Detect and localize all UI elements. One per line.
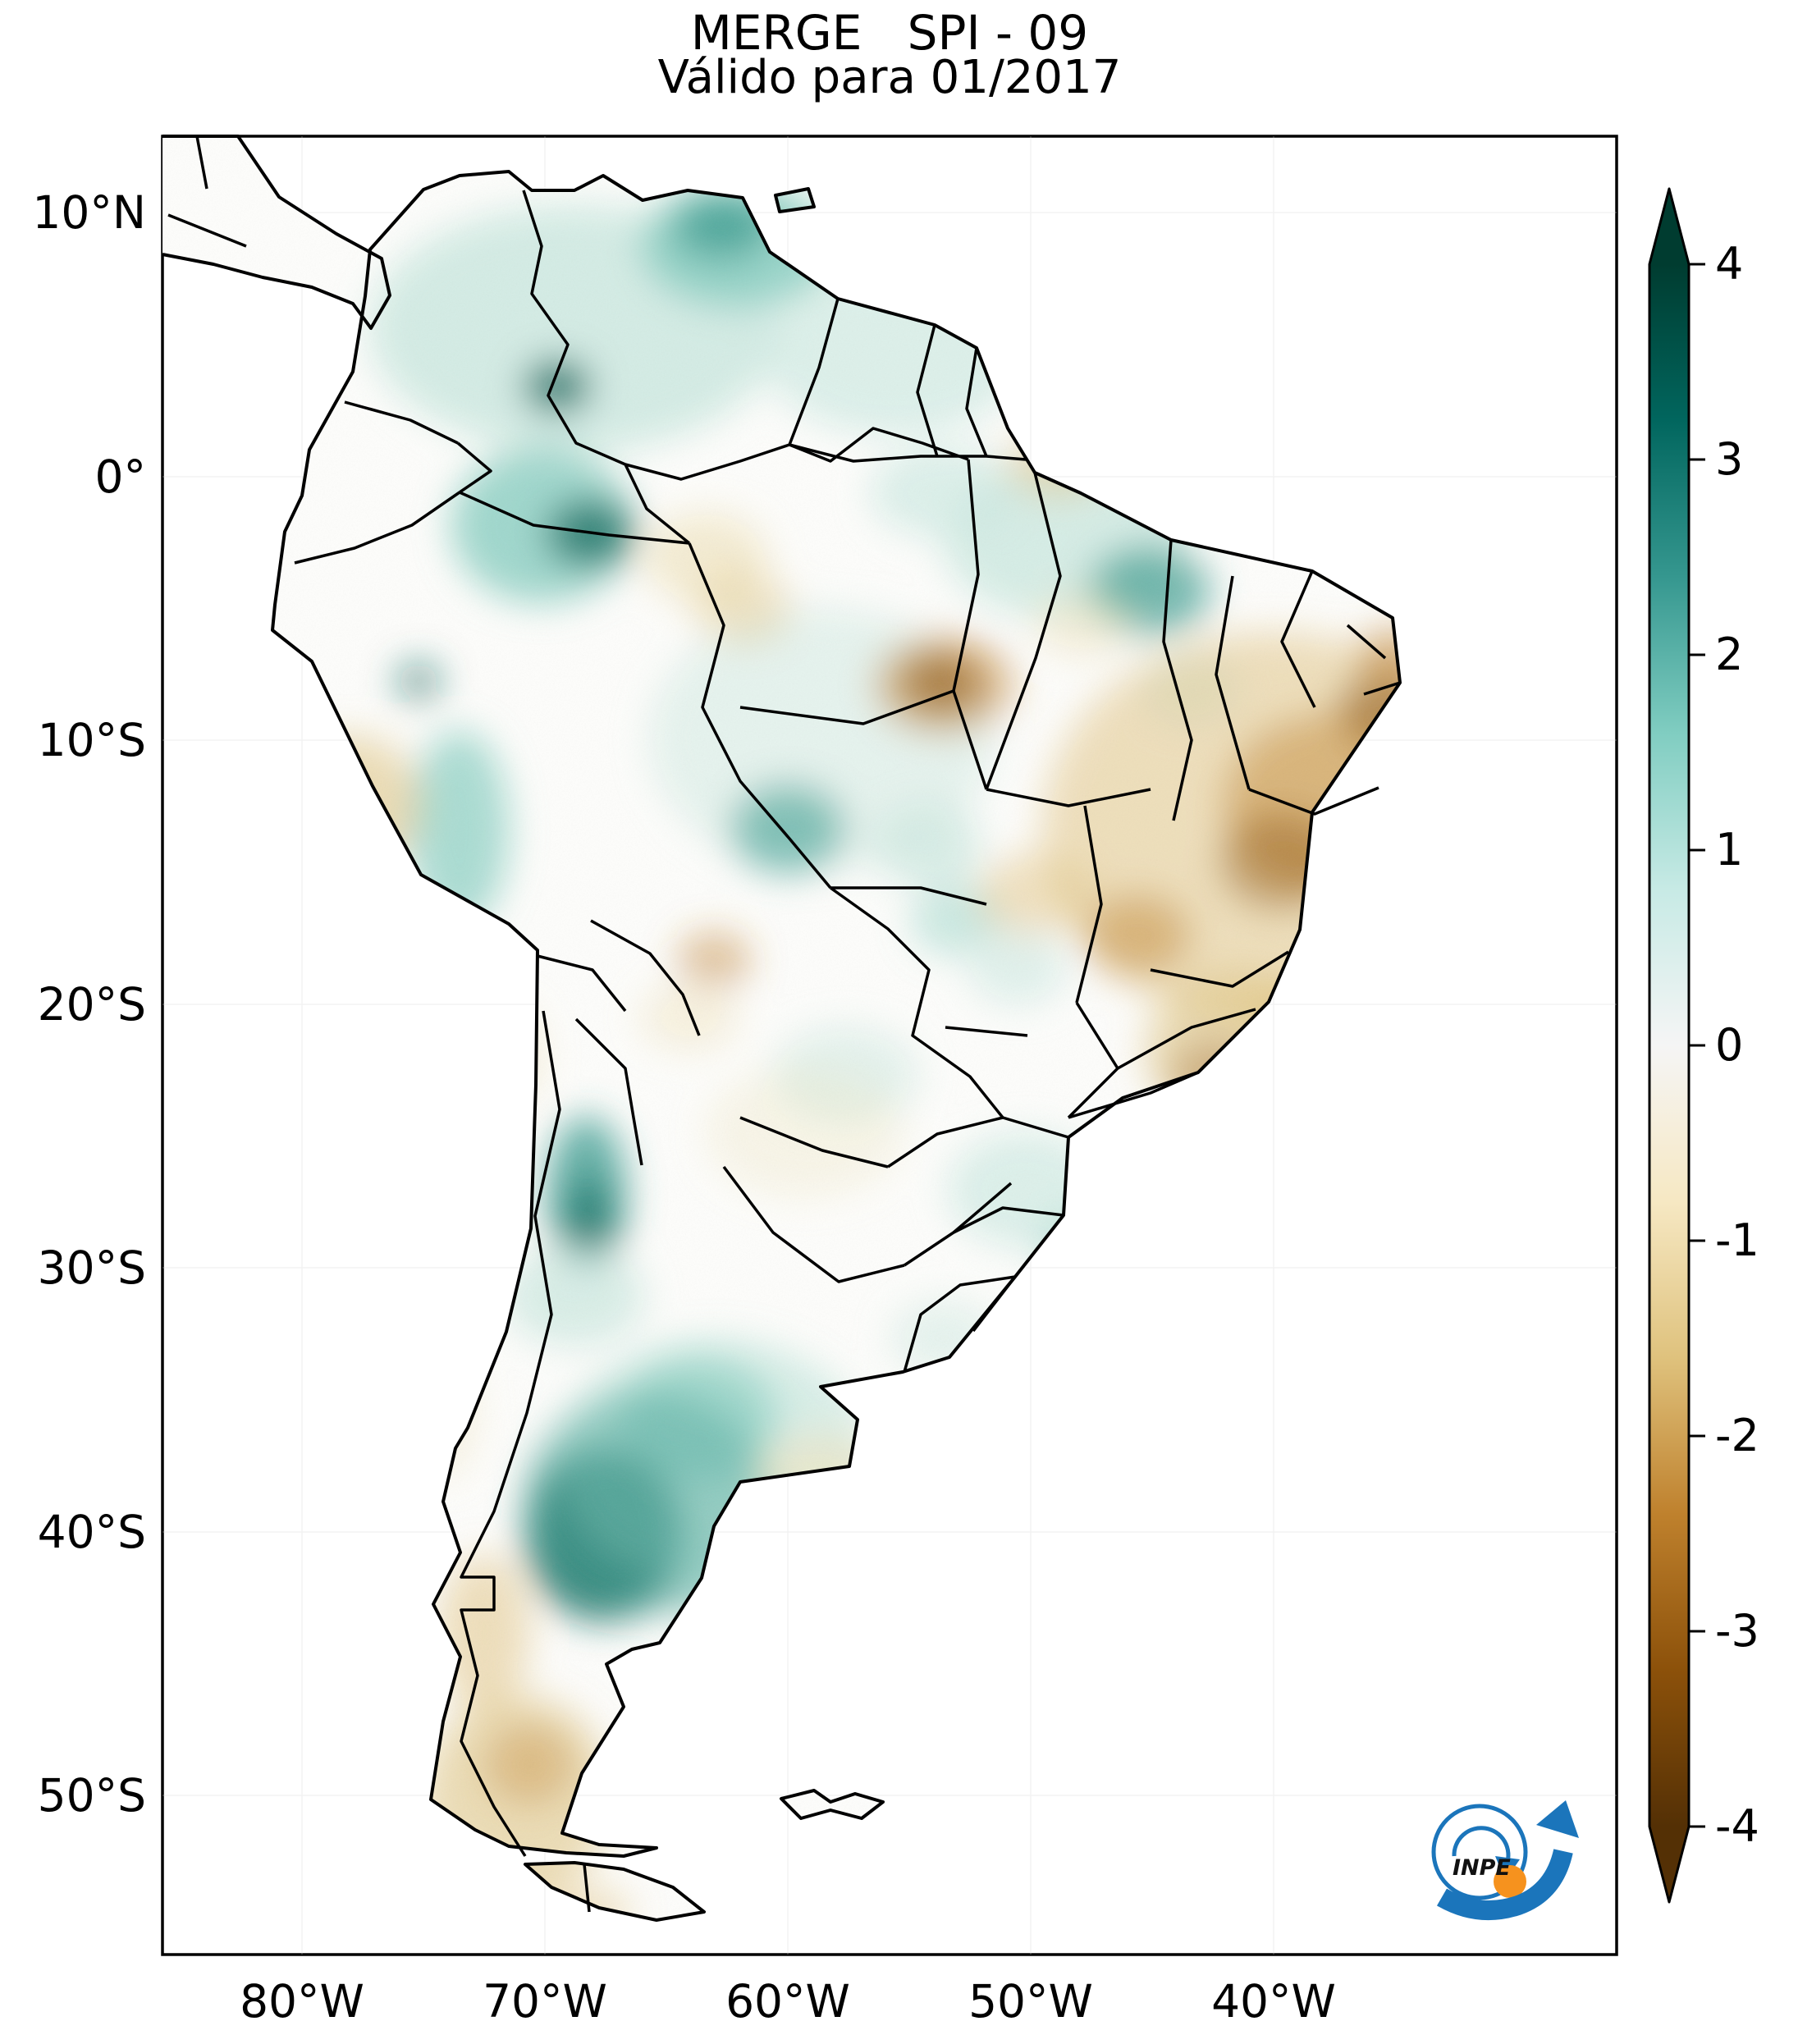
inpe-logo-swoosh bbox=[1437, 1849, 1573, 1921]
cb-tick-m3: -3 bbox=[1715, 1605, 1759, 1657]
cb-tick-m4: -4 bbox=[1715, 1800, 1759, 1852]
cb-tick-m2: -2 bbox=[1715, 1410, 1759, 1461]
cb-tick-4: 4 bbox=[1715, 238, 1744, 290]
country-borders bbox=[167, 135, 1401, 1913]
lon-tick-60w: 60°W bbox=[725, 1975, 850, 2028]
lat-tick-30s: 30°S bbox=[37, 1241, 146, 1294]
inpe-logo-outer-orbit bbox=[1431, 1804, 1528, 1900]
figure-title: MERGE SPI - 09 bbox=[690, 5, 1089, 61]
lat-tick-0: 0° bbox=[94, 450, 147, 503]
lat-tick-50s: 50°S bbox=[37, 1769, 146, 1822]
cb-tick-0: 0 bbox=[1715, 1019, 1744, 1071]
lon-tick-50w: 50°W bbox=[968, 1975, 1093, 2028]
cb-tick-3: 3 bbox=[1715, 433, 1744, 485]
figure-subtitle: Válido para 01/2017 bbox=[657, 51, 1122, 104]
lat-tick-20s: 20°S bbox=[37, 978, 146, 1031]
inpe-logo-inner-orbit bbox=[1452, 1826, 1511, 1865]
colorbar bbox=[1648, 187, 1705, 1904]
cb-tick-m1: -1 bbox=[1715, 1214, 1759, 1266]
inpe-logo-big-arrowhead bbox=[1536, 1800, 1579, 1838]
cb-tick-2: 2 bbox=[1715, 629, 1744, 680]
lat-tick-10n: 10°N bbox=[32, 186, 146, 239]
lon-tick-70w: 70°W bbox=[483, 1975, 607, 2028]
inpe-logo-text: INPE bbox=[1453, 1855, 1511, 1881]
inpe-logo-orange-dot bbox=[1494, 1865, 1526, 1898]
cb-tick-1: 1 bbox=[1715, 824, 1744, 876]
inpe-logo: INPE bbox=[1431, 1800, 1579, 1921]
lon-tick-40w: 40°W bbox=[1211, 1975, 1336, 2028]
lon-tick-80w: 80°W bbox=[240, 1975, 364, 2028]
colorbar-gradient bbox=[1648, 187, 1690, 1904]
colorbar-ticks bbox=[1689, 263, 1705, 1828]
lat-tick-40s: 40°S bbox=[37, 1506, 146, 1558]
lat-tick-10s: 10°S bbox=[37, 714, 146, 766]
